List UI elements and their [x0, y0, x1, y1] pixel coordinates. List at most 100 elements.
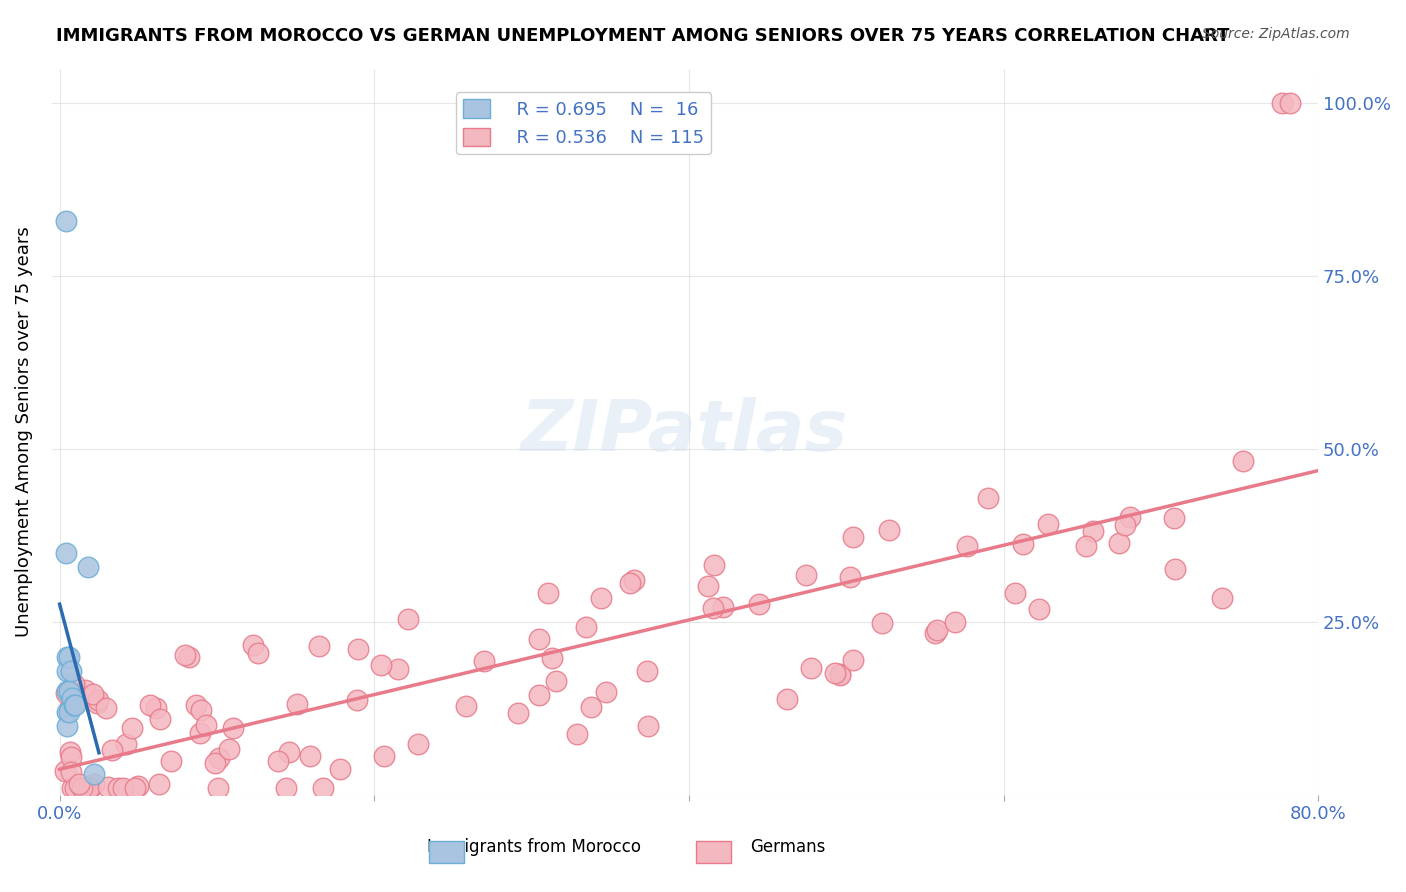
- Point: [1081, 524, 1104, 538]
- Text: Germans: Germans: [749, 838, 825, 856]
- Point: [139, 698, 162, 712]
- Point: [72, 781, 94, 796]
- Point: [127, 779, 149, 793]
- Point: [794, 568, 817, 582]
- Point: [1012, 536, 1035, 550]
- Point: [73, 683, 96, 698]
- Point: [329, 762, 352, 776]
- Point: [1038, 516, 1060, 531]
- Point: [148, 777, 170, 791]
- Point: [870, 615, 893, 630]
- Point: [697, 579, 720, 593]
- Point: [55, 213, 77, 227]
- Text: ZIPatlas: ZIPatlas: [522, 397, 849, 467]
- Point: [711, 600, 734, 615]
- Point: [589, 591, 612, 605]
- Point: [595, 685, 617, 699]
- Point: [312, 781, 335, 796]
- Point: [506, 706, 529, 720]
- Point: [87, 693, 110, 707]
- Point: [541, 651, 564, 665]
- Point: [56, 684, 79, 698]
- Point: [1076, 539, 1098, 553]
- Point: [943, 615, 966, 630]
- Point: [924, 626, 946, 640]
- Point: [346, 692, 368, 706]
- Point: [204, 756, 226, 770]
- Point: [579, 700, 602, 714]
- Point: [59, 700, 82, 714]
- Point: [174, 648, 197, 662]
- Point: [195, 718, 218, 732]
- Point: [59, 749, 82, 764]
- Point: [83, 777, 105, 791]
- Point: [619, 576, 641, 591]
- Point: [703, 558, 725, 572]
- Point: [842, 531, 865, 545]
- Text: Source: ZipAtlas.com: Source: ZipAtlas.com: [1202, 27, 1350, 41]
- Point: [838, 570, 860, 584]
- Point: [879, 523, 901, 537]
- Point: [472, 655, 495, 669]
- Point: [188, 726, 211, 740]
- Point: [56, 705, 79, 719]
- Point: [115, 737, 138, 751]
- Point: [828, 666, 851, 681]
- Point: [63, 781, 86, 796]
- Point: [956, 539, 979, 553]
- Point: [55, 686, 77, 700]
- Point: [636, 664, 658, 678]
- Point: [111, 781, 134, 796]
- Point: [370, 658, 392, 673]
- Point: [800, 661, 823, 675]
- Point: [59, 764, 82, 779]
- Point: [824, 666, 846, 681]
- Point: [1271, 96, 1294, 111]
- Point: [58, 705, 80, 719]
- Point: [1004, 586, 1026, 600]
- Point: [94, 701, 117, 715]
- Point: [927, 624, 949, 638]
- Point: [298, 749, 321, 764]
- Point: [55, 546, 77, 560]
- Y-axis label: Unemployment Among Seniors over 75 years: Unemployment Among Seniors over 75 years: [15, 227, 32, 637]
- Point: [1163, 511, 1185, 525]
- Point: [177, 649, 200, 664]
- Point: [77, 559, 100, 574]
- Point: [776, 691, 799, 706]
- Point: [1119, 509, 1142, 524]
- Point: [107, 781, 129, 796]
- Point: [702, 600, 724, 615]
- Point: [59, 745, 82, 759]
- Point: [1232, 454, 1254, 468]
- Point: [56, 649, 79, 664]
- Point: [246, 647, 269, 661]
- Point: [60, 781, 83, 796]
- Point: [637, 718, 659, 732]
- Point: [537, 586, 560, 600]
- Point: [79, 781, 101, 796]
- Point: [208, 751, 231, 765]
- Point: [190, 703, 212, 717]
- Point: [842, 653, 865, 667]
- Point: [828, 668, 851, 682]
- Point: [86, 696, 108, 710]
- Point: [56, 664, 79, 678]
- Point: [62, 698, 84, 712]
- Point: [308, 640, 330, 654]
- Point: [58, 684, 80, 698]
- Point: [124, 781, 146, 796]
- Point: [1028, 602, 1050, 616]
- Point: [529, 688, 551, 702]
- Point: [977, 491, 1000, 505]
- Point: [1164, 562, 1187, 576]
- Point: [53, 764, 76, 779]
- Point: [58, 649, 80, 664]
- Point: [1211, 591, 1233, 605]
- Point: [527, 632, 550, 646]
- Point: [623, 574, 645, 588]
- Point: [100, 742, 122, 756]
- Point: [456, 699, 478, 714]
- Point: [66, 688, 89, 702]
- Point: [149, 712, 172, 726]
